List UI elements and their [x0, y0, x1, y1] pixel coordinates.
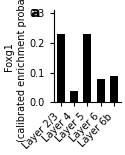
Text: a: a	[30, 6, 40, 20]
Bar	[57, 35, 65, 102]
Bar	[83, 35, 91, 102]
Bar	[70, 91, 78, 102]
Bar	[97, 79, 104, 102]
Bar	[110, 76, 118, 102]
Y-axis label: Foxg1
(calibrated enrichment probability): Foxg1 (calibrated enrichment probability…	[4, 0, 27, 142]
